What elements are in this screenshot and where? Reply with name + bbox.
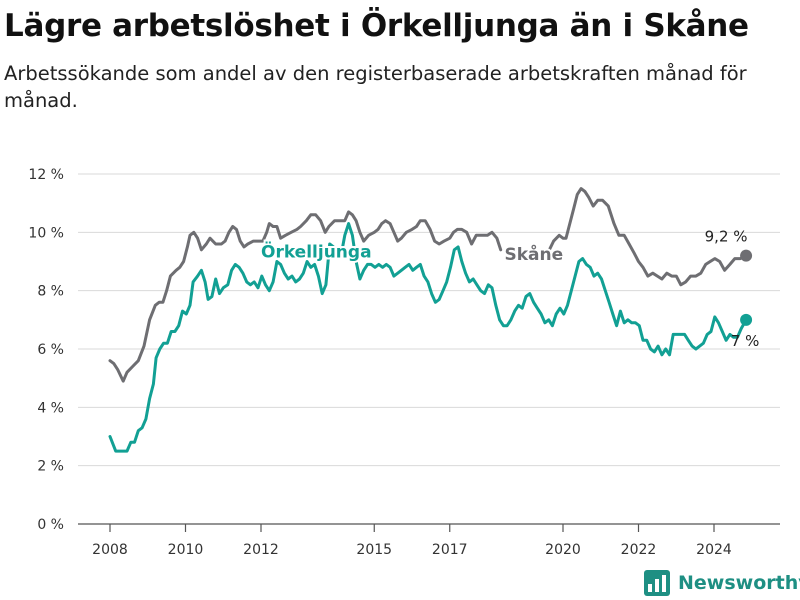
x-tick-label: 2008 — [92, 542, 128, 558]
y-tick-label: 4 % — [37, 400, 64, 416]
series-labels: 9,2 % 7 % Örkelljunga Skåne — [259, 228, 760, 350]
brand-logo: Newsworthy — [644, 568, 800, 598]
x-tick-label: 2015 — [356, 542, 392, 558]
y-tick-label: 2 % — [37, 459, 64, 475]
page-subtitle: Arbetssökande som andel av den registerb… — [4, 62, 747, 112]
series-line-orkelljunga — [108, 222, 748, 453]
y-tick-label: 6 % — [37, 342, 64, 358]
end-label-skane: 9,2 % — [705, 228, 748, 246]
series-line-skane — [108, 210, 503, 383]
gridlines — [78, 173, 780, 467]
x-tick-label: 2024 — [696, 542, 732, 558]
y-tick-label: 10 % — [28, 225, 64, 241]
x-tick-label: 2012 — [243, 542, 279, 558]
x-tick-label: 2017 — [432, 542, 468, 558]
series-lines — [108, 187, 753, 453]
y-tick-label: 12 % — [28, 167, 64, 183]
page-title: Lägre arbetslöshet i Örkelljunga än i Sk… — [4, 8, 749, 44]
newsworthy-bar-chart-icon — [644, 570, 670, 596]
x-tick-label: 2022 — [621, 542, 657, 558]
x-tick-label: 2010 — [168, 542, 204, 558]
brand-name: Newsworthy — [678, 572, 800, 594]
end-point-orkelljunga — [740, 313, 753, 326]
series-line-skane-late — [546, 187, 748, 287]
series-label-skane: Skåne — [504, 243, 563, 265]
series-label-orkelljunga: Örkelljunga — [261, 240, 372, 262]
y-tick-label: 0 % — [37, 517, 64, 533]
end-label-orkelljunga: 7 % — [731, 332, 760, 350]
end-point-skane — [740, 249, 753, 262]
axes: 0 % 2 % 4 % 6 % 8 % 10 % 12 % 2008 2010 2012 2015 2… — [28, 167, 780, 558]
x-tick-label: 2020 — [545, 542, 581, 558]
y-tick-label: 8 % — [37, 284, 64, 300]
